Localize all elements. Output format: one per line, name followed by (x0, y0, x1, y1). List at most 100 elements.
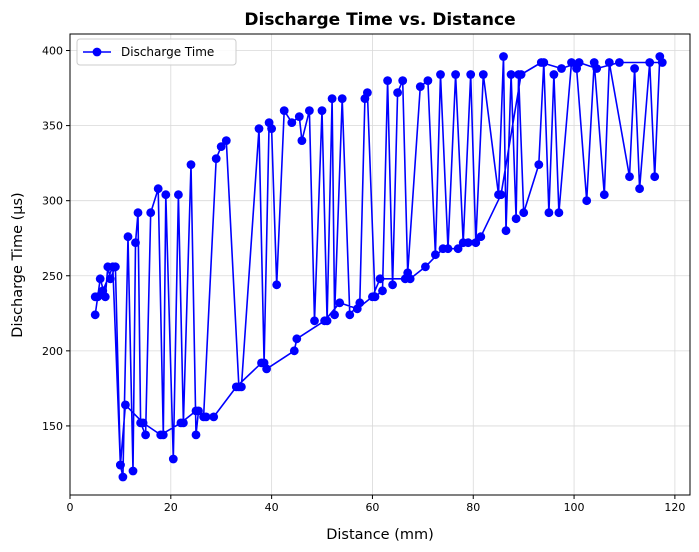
data-point (191, 406, 201, 416)
data-point (287, 118, 297, 127)
legend-box (76, 38, 237, 66)
data-point (262, 364, 271, 374)
data-point (438, 244, 448, 254)
data-point (279, 106, 289, 115)
legend-marker (92, 47, 102, 57)
data-point (292, 334, 302, 344)
data-point (108, 262, 118, 272)
series-line (94, 55, 664, 478)
data-point (191, 430, 201, 440)
data-point (476, 232, 486, 242)
data-point (630, 64, 639, 73)
y-tick-label: 150 (42, 420, 63, 433)
x-tick-label: 60 (365, 501, 379, 514)
data-point (330, 310, 339, 320)
data-point (478, 70, 488, 79)
x-tick-label: 120 (664, 501, 685, 514)
data-point (317, 106, 327, 115)
data-point (544, 208, 554, 218)
y-tick-label: 200 (42, 345, 63, 358)
data-point (421, 262, 430, 272)
y-tick-label: 350 (42, 120, 63, 133)
data-point (231, 382, 241, 392)
data-point (133, 208, 143, 218)
data-point (174, 190, 183, 200)
y-axis: 150 200 250 300 350 400 (42, 45, 70, 433)
data-point (567, 58, 576, 67)
data-point (176, 418, 186, 428)
data-point (156, 430, 166, 440)
data-point (557, 64, 566, 73)
data-point (657, 58, 667, 67)
data-point (453, 244, 463, 254)
data-point (393, 88, 402, 97)
data-point (95, 274, 105, 284)
data-point (554, 208, 564, 218)
x-tick-label: 40 (265, 501, 279, 514)
data-point (352, 304, 362, 314)
data-point (534, 160, 544, 170)
data-point (604, 58, 614, 67)
data-point (388, 280, 397, 290)
data-point (146, 208, 156, 218)
data-point (368, 292, 377, 302)
chart-title: Discharge Time vs. Distance (244, 10, 515, 30)
data-point (501, 226, 511, 236)
data-point (383, 76, 392, 85)
data-point (599, 190, 609, 200)
y-tick-label: 250 (42, 270, 63, 283)
data-point (436, 70, 445, 79)
x-axis: 0 20 40 60 80 100 120 (67, 495, 685, 514)
data-point (105, 274, 115, 284)
data-point (378, 286, 387, 296)
data-point (496, 190, 506, 200)
data-point (90, 292, 100, 302)
data-point (90, 310, 100, 320)
data-point (635, 184, 644, 194)
data-point (549, 70, 559, 79)
data-point (415, 82, 425, 91)
data-point (310, 316, 319, 326)
data-point (216, 142, 226, 152)
x-tick-label: 100 (564, 501, 585, 514)
y-axis-title: Discharge Time (µs) (10, 192, 26, 337)
data-point (98, 286, 108, 296)
data-point (645, 58, 655, 67)
data-point (320, 316, 329, 326)
data-point (463, 238, 473, 248)
data-point (121, 400, 130, 410)
data-point (400, 274, 410, 284)
data-point (582, 196, 592, 206)
data-point (153, 184, 163, 194)
data-point (128, 466, 138, 476)
data-point (431, 250, 440, 260)
data-point (141, 430, 151, 440)
data-point (423, 76, 433, 85)
data-point (161, 190, 171, 200)
legend-label: Discharge Time (121, 45, 214, 59)
data-point (289, 346, 299, 356)
y-tick-label: 300 (42, 195, 63, 208)
data-point (186, 160, 196, 170)
legend: Discharge Time (76, 38, 237, 66)
data-point (257, 358, 266, 368)
data-point (118, 472, 128, 482)
data-point (138, 418, 148, 428)
data-point (327, 94, 337, 103)
data-point (592, 64, 602, 73)
data-point (375, 274, 385, 284)
data-point (272, 280, 282, 290)
data-point (221, 136, 231, 146)
data-point (625, 172, 634, 182)
data-point (363, 88, 372, 97)
data-point (305, 106, 314, 115)
data-point (254, 124, 264, 133)
data-point (168, 454, 178, 464)
data-point (131, 238, 140, 248)
x-tick-label: 80 (466, 501, 480, 514)
data-point (466, 70, 476, 79)
data-point (201, 412, 211, 422)
series-layer (90, 52, 667, 482)
data-point (499, 52, 508, 61)
data-point (516, 70, 526, 79)
